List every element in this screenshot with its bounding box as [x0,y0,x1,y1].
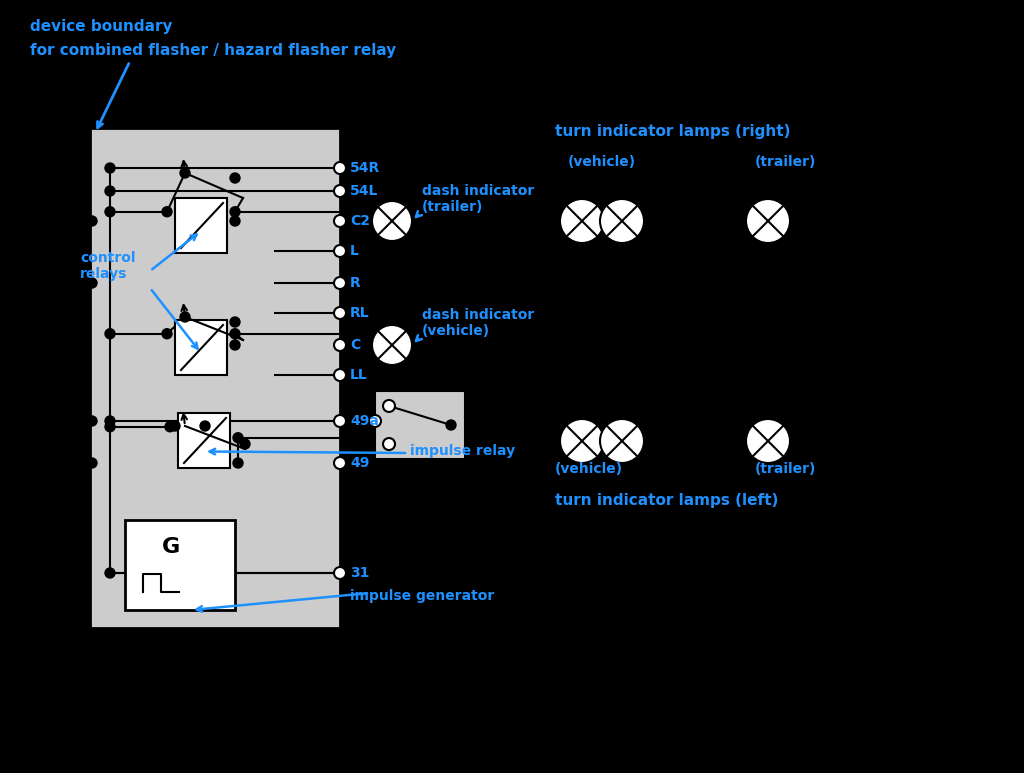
Bar [552,189,652,269]
Circle shape [170,421,180,431]
Circle shape [334,245,346,257]
Circle shape [233,458,243,468]
Circle shape [165,422,175,432]
Text: C2: C2 [350,214,370,228]
Circle shape [334,567,346,579]
Circle shape [105,422,115,432]
Text: R: R [350,276,360,290]
Text: for combined flasher / hazard flasher relay: for combined flasher / hazard flasher re… [30,43,396,58]
Bar [375,391,465,459]
Circle shape [334,277,346,289]
Bar [552,409,652,489]
Circle shape [180,168,190,178]
Bar [736,189,800,269]
Text: (vehicle): (vehicle) [568,155,636,169]
Circle shape [230,329,240,339]
Circle shape [230,173,240,183]
Text: 31: 31 [350,566,370,580]
Text: trailer socket: trailer socket [738,311,853,326]
Text: C: C [350,338,360,352]
Circle shape [383,400,395,412]
Text: impulse generator: impulse generator [350,589,495,603]
Text: G: G [162,537,180,557]
Circle shape [600,199,644,243]
Circle shape [230,216,240,226]
Bar [90,128,340,628]
Circle shape [600,419,644,463]
Text: (vehicle): (vehicle) [555,462,624,476]
Circle shape [334,215,346,227]
Text: L: L [350,244,358,258]
Text: 54R: 54R [350,161,380,175]
Text: LL: LL [350,368,368,382]
Circle shape [87,278,97,288]
Circle shape [383,438,395,450]
Circle shape [230,340,240,350]
Circle shape [334,369,346,381]
Text: control
relays: control relays [80,250,135,281]
Bar [125,520,234,610]
Text: dash indicator
(trailer): dash indicator (trailer) [422,184,535,214]
Text: 49: 49 [350,456,370,470]
Circle shape [105,186,115,196]
Circle shape [334,415,346,427]
Text: turn indicator
switch: turn indicator switch [475,407,583,437]
Circle shape [105,416,115,426]
Bar [736,409,800,489]
Text: turn indicator lamps (left): turn indicator lamps (left) [555,493,778,508]
Circle shape [369,415,381,427]
Circle shape [334,307,346,319]
Circle shape [87,216,97,226]
Text: R: R [424,372,434,385]
Circle shape [372,325,412,365]
Text: (trailer): (trailer) [755,155,816,169]
Circle shape [334,457,346,469]
Circle shape [372,201,412,241]
Circle shape [162,329,172,339]
Text: RL: RL [350,306,370,320]
Circle shape [105,163,115,173]
Text: impulse relay: impulse relay [410,444,515,458]
Circle shape [87,416,97,426]
Bar [175,198,227,253]
Circle shape [334,185,346,197]
Circle shape [105,568,115,578]
Circle shape [240,439,250,449]
Circle shape [230,206,240,216]
Circle shape [105,206,115,216]
Bar [728,188,938,515]
Circle shape [162,206,172,216]
Circle shape [746,199,790,243]
Text: 49a: 49a [350,414,379,428]
Circle shape [334,162,346,174]
Circle shape [230,317,240,327]
Circle shape [105,329,115,339]
Circle shape [560,419,604,463]
Bar [178,413,230,468]
Circle shape [180,312,190,322]
Circle shape [87,458,97,468]
Circle shape [334,339,346,351]
Text: turn indicator lamps (right): turn indicator lamps (right) [555,124,791,139]
Text: (trailer): (trailer) [755,462,816,476]
Circle shape [560,199,604,243]
Circle shape [446,420,456,430]
Text: dash indicator
(vehicle): dash indicator (vehicle) [422,308,535,338]
Circle shape [200,421,210,431]
Text: 54L: 54L [350,184,379,198]
Circle shape [746,419,790,463]
Circle shape [233,433,243,443]
Text: device boundary: device boundary [30,19,172,34]
Bar [175,320,227,375]
Text: L: L [425,467,433,480]
